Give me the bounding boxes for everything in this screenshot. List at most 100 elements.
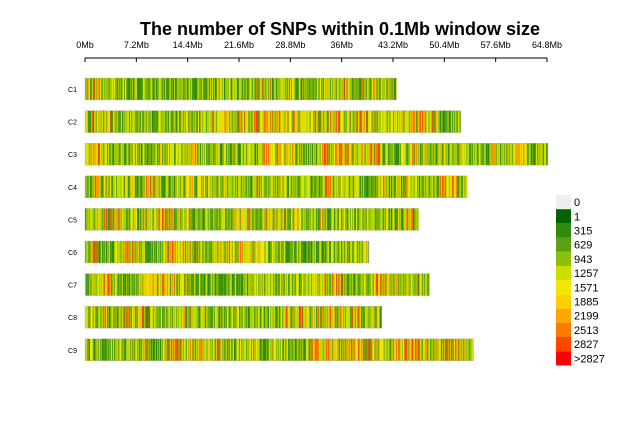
window-cell [168, 338, 170, 361]
window-cell [106, 273, 108, 296]
window-cell [283, 143, 285, 166]
window-cell [439, 110, 441, 133]
window-cell [215, 273, 217, 296]
window-cell [399, 208, 401, 231]
window-cell [528, 143, 530, 166]
window-cell [345, 78, 347, 100]
window-cell [154, 273, 156, 296]
window-cell [308, 78, 310, 100]
window-cell [122, 78, 124, 100]
window-cell [328, 143, 330, 166]
chromosome-track [84, 142, 549, 166]
window-cell [338, 338, 340, 361]
window-cell [134, 306, 136, 329]
window-cell [335, 338, 338, 361]
window-cell [206, 78, 208, 100]
window-cell [184, 208, 186, 231]
window-cell [194, 78, 196, 100]
window-cell [384, 78, 386, 100]
window-cell [368, 208, 370, 231]
window-cell [361, 306, 363, 329]
window-cell [400, 175, 402, 198]
window-cell [261, 175, 263, 198]
window-cell [160, 338, 162, 361]
window-cell [87, 241, 89, 263]
window-cell [407, 175, 409, 198]
window-cell [111, 143, 113, 166]
window-cell [246, 143, 248, 166]
window-cell [363, 175, 365, 198]
window-cell [137, 78, 139, 100]
window-cell [377, 306, 379, 329]
window-cell [449, 143, 451, 166]
window-cell [529, 143, 531, 166]
window-cell [291, 143, 293, 166]
window-cell [459, 175, 461, 198]
window-cell [438, 143, 440, 166]
window-cell [144, 338, 146, 361]
window-cell [523, 143, 525, 166]
window-cell [100, 208, 102, 231]
window-cell [281, 110, 283, 133]
window-cell [90, 241, 92, 263]
window-cell [407, 338, 410, 361]
window-cell [232, 306, 234, 329]
window-cell [111, 241, 113, 263]
window-cell [175, 208, 177, 231]
window-cell [258, 273, 260, 296]
window-cell [213, 306, 215, 329]
window-cell [176, 208, 178, 231]
window-cell [308, 208, 310, 231]
window-cell [163, 338, 165, 361]
window-cell [132, 273, 134, 296]
window-cell [118, 208, 120, 231]
window-cell [441, 175, 443, 198]
window-cell [356, 338, 358, 361]
window-cell [348, 143, 350, 166]
window-cell [425, 110, 427, 133]
window-cell [265, 208, 267, 231]
window-cell [330, 78, 333, 100]
window-cell [273, 78, 275, 100]
window-cell [260, 338, 262, 361]
window-cell [221, 241, 223, 263]
window-cell [333, 110, 335, 133]
window-cell [189, 110, 191, 133]
window-cell [447, 175, 449, 198]
window-cell [313, 110, 315, 133]
window-cell [363, 78, 365, 100]
window-cell [102, 110, 104, 133]
window-cell [277, 208, 279, 231]
window-cell [144, 110, 146, 133]
window-cell [517, 143, 519, 166]
window-cell [432, 143, 434, 166]
track-outline [84, 175, 468, 199]
window-cell [343, 306, 345, 329]
window-cell [186, 273, 188, 296]
window-cell [333, 208, 335, 231]
window-cell [250, 338, 252, 361]
window-cell [337, 143, 339, 166]
window-cell [217, 78, 219, 100]
window-cell [144, 143, 146, 166]
window-cell [339, 175, 341, 198]
window-cell [373, 306, 375, 329]
window-cell [139, 78, 141, 100]
window-cell [221, 175, 223, 198]
window-cell [139, 241, 141, 263]
window-cell [236, 208, 238, 231]
window-cell [352, 338, 354, 361]
window-cell [234, 110, 236, 133]
window-cell [303, 110, 305, 133]
window-cell [134, 241, 136, 263]
window-cell [256, 78, 258, 100]
window-cell [214, 78, 216, 100]
window-cell [212, 143, 214, 166]
window-cell [184, 110, 186, 133]
window-cell [308, 110, 310, 133]
window-cell [237, 241, 239, 263]
window-cell [157, 78, 159, 100]
window-cell [320, 306, 322, 329]
window-cell [460, 338, 462, 361]
window-cell [161, 78, 163, 100]
